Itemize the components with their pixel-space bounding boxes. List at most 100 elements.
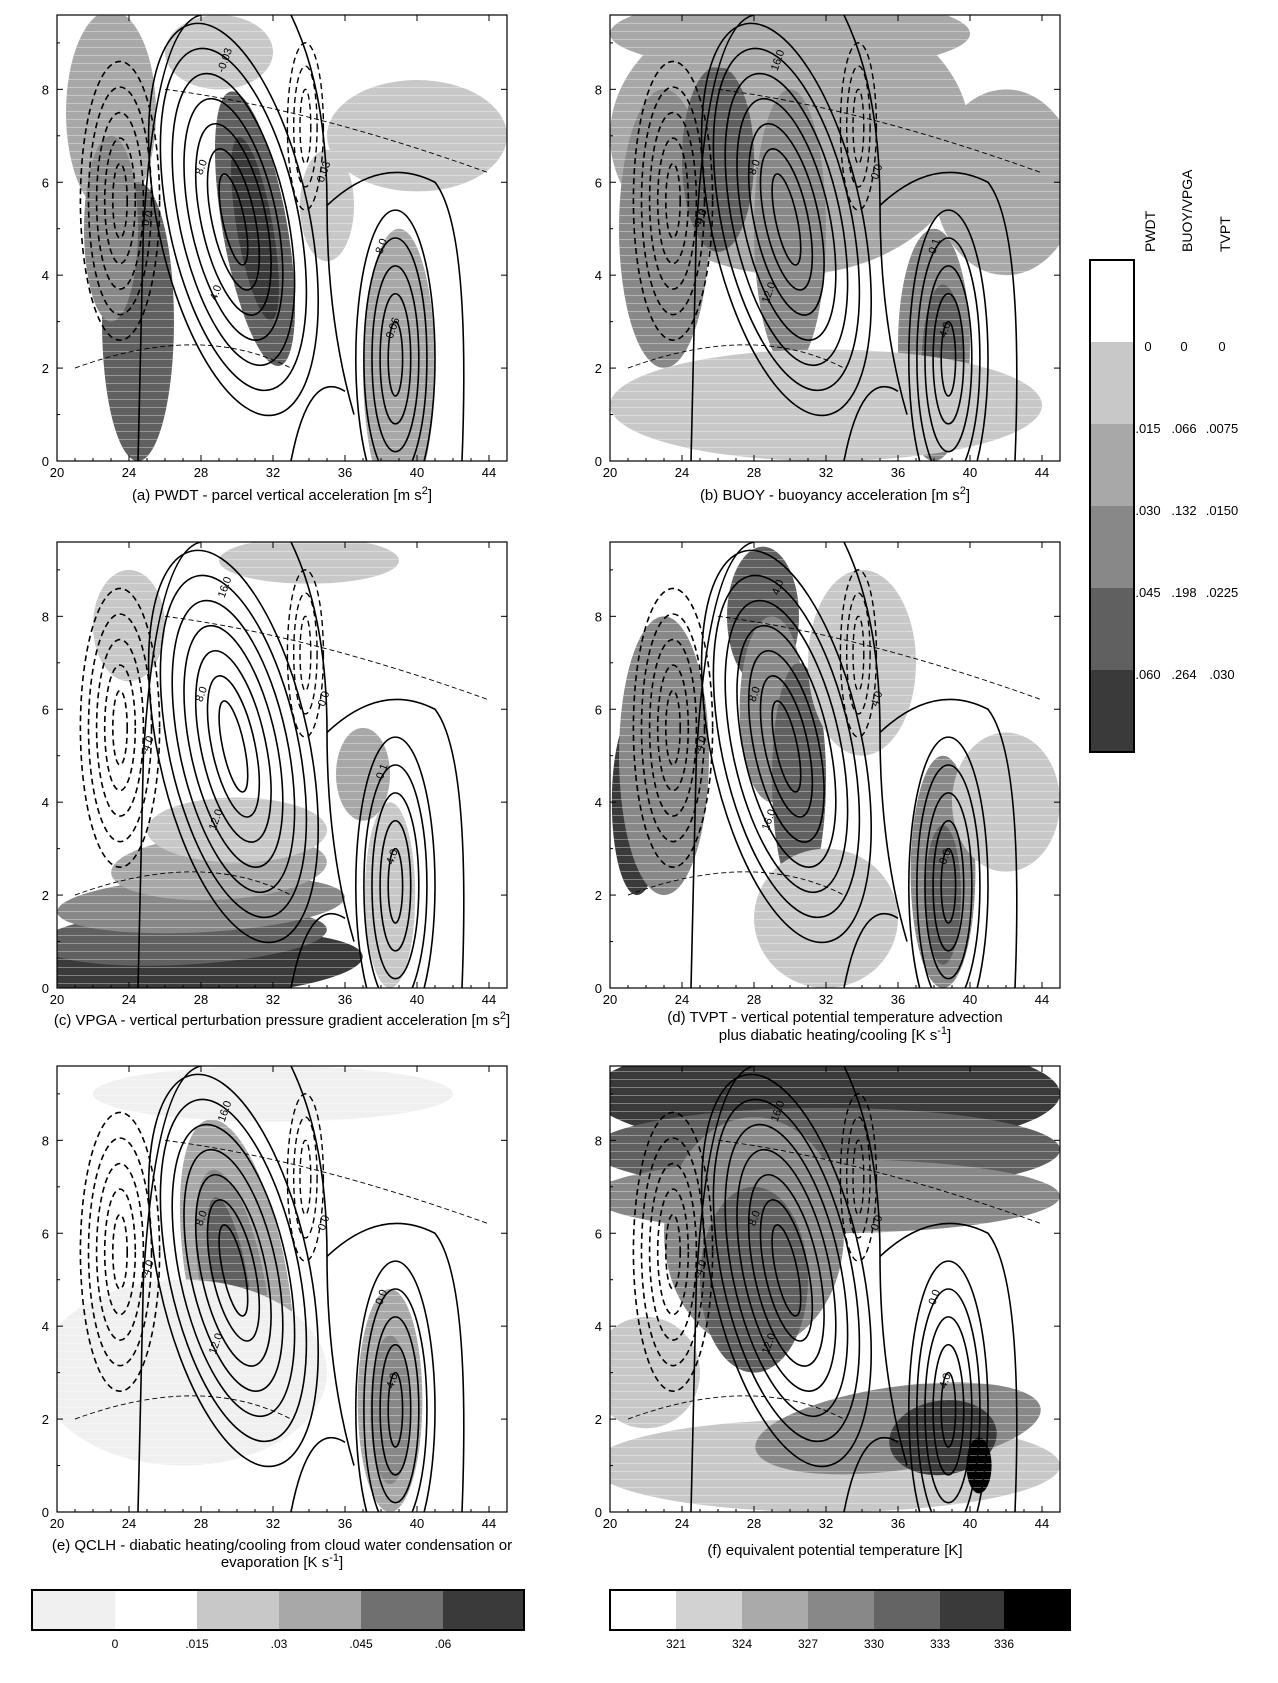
plot-frame xyxy=(609,14,1061,462)
legend-header-pwdt: PWDT xyxy=(1142,210,1158,252)
panel-caption: (c) VPGA - vertical perturbation pressur… xyxy=(54,1010,510,1029)
contour-line xyxy=(171,72,296,367)
contour-line xyxy=(771,173,802,266)
contour-line xyxy=(932,1343,965,1476)
colorbar-label: 327 xyxy=(798,1637,818,1651)
contour-line-dashed xyxy=(87,86,153,316)
plot-frame xyxy=(609,541,1061,989)
x-tick-label: 32 xyxy=(819,992,833,1007)
x-tick-label: 36 xyxy=(891,465,905,480)
contour-label: 0.0 xyxy=(140,209,157,227)
panel-c: -4.012.08.016.04.00.0-0.120 24 28 32 36 40 440… xyxy=(42,541,510,1029)
y-tick-label: 0 xyxy=(42,454,49,469)
legend-swatch-4 xyxy=(1091,588,1133,670)
contour-layer xyxy=(627,542,1043,988)
panel-caption: (e) QCLH - diabatic heating/cooling from… xyxy=(52,1537,512,1554)
panel-caption: (b) BUOY - buoyancy acceleration [m s2] xyxy=(700,485,970,504)
zero-contour xyxy=(137,1066,465,1512)
contour-line xyxy=(206,1199,261,1342)
shading-layer xyxy=(610,542,1060,988)
contour-line-thin xyxy=(627,1139,1043,1420)
y-tick-label: 2 xyxy=(42,1412,49,1427)
contour-line-dashed xyxy=(656,137,690,265)
x-tick-label: 20 xyxy=(50,1516,64,1531)
contour-line xyxy=(932,292,965,425)
colorbar-label: 321 xyxy=(666,1637,686,1651)
contour-line-dashed xyxy=(846,592,871,715)
y-tick-label: 0 xyxy=(42,1505,49,1520)
contour-line xyxy=(712,47,861,392)
legend-value: .0075 xyxy=(1206,421,1239,436)
contour-label: 4.0 xyxy=(770,578,787,596)
contour-label: 0.0 xyxy=(937,848,954,866)
contour-line-dashed xyxy=(656,1188,690,1316)
contour-line-dashed xyxy=(292,1116,318,1239)
contour-line-dashed xyxy=(79,1111,161,1393)
contour-line-thin xyxy=(627,615,1043,896)
contour-line xyxy=(387,320,404,397)
panel-b: -4.012.08.016.04.00.00.1-0.320 24 28 32 36 40… xyxy=(595,14,1061,504)
contour-line-dashed xyxy=(632,60,714,342)
colorbar-label: 324 xyxy=(732,1637,752,1651)
x-tick-label: 28 xyxy=(747,465,761,480)
legend-value: .015 xyxy=(1135,421,1160,436)
x-tick-label: 28 xyxy=(194,1516,208,1531)
panel-f: -4.012.08.016.04.00.00.020 24 28 32 36 40 4402… xyxy=(595,1065,1061,1559)
contour-line-dashed xyxy=(286,569,325,738)
contour-line xyxy=(147,22,320,417)
x-tick-label: 20 xyxy=(603,1516,617,1531)
contour-label: 0.0 xyxy=(869,163,886,181)
y-tick-label: 8 xyxy=(42,609,49,624)
plot-frame xyxy=(56,1065,508,1513)
x-tick-label: 28 xyxy=(747,992,761,1007)
contour-line-dashed xyxy=(648,638,698,817)
contour-label: 8.0 xyxy=(747,158,764,176)
contour-line-dashed xyxy=(839,569,878,738)
contour-line xyxy=(159,574,308,919)
contour-line xyxy=(363,764,428,988)
contour-label: 4.0 xyxy=(384,848,401,866)
y-tick-label: 4 xyxy=(595,268,602,283)
x-tick-label: 24 xyxy=(675,1516,689,1531)
contour-line xyxy=(908,1260,989,1512)
x-tick-label: 36 xyxy=(338,1516,352,1531)
x-tick-label: 36 xyxy=(891,1516,905,1531)
x-tick-label: 44 xyxy=(482,992,496,1007)
contour-layer xyxy=(74,1066,490,1512)
contour-line xyxy=(940,320,957,397)
contour-line xyxy=(171,1123,296,1418)
contour-label: 8.0 xyxy=(747,685,764,703)
y-tick-label: 2 xyxy=(595,888,602,903)
contour-line xyxy=(908,736,989,988)
y-tick-label: 6 xyxy=(595,702,602,717)
contour-line xyxy=(700,1073,873,1468)
y-tick-label: 4 xyxy=(42,795,49,810)
contour-line-dashed xyxy=(112,162,129,239)
plot-frame xyxy=(56,14,508,462)
contour-line xyxy=(194,122,272,316)
x-tick-label: 32 xyxy=(819,465,833,480)
panel-a: 0.04.08.0-0.03-0.060.038.020 24 28 32 36 40 44… xyxy=(42,14,508,504)
contour-line xyxy=(355,736,436,988)
x-tick-label: 24 xyxy=(675,465,689,480)
legend-value: .0150 xyxy=(1206,503,1239,518)
contour-line xyxy=(194,1173,272,1367)
colorbar-label: 333 xyxy=(930,1637,950,1651)
contour-line xyxy=(218,700,249,793)
contour-layer xyxy=(627,1066,1043,1512)
panel-d: -4.016.08.04.00.04.020 24 28 32 36 40 4402468(… xyxy=(595,541,1061,1044)
contour-line xyxy=(916,1288,981,1512)
contour-label: 8.0 xyxy=(747,1209,764,1227)
contour-line-dashed xyxy=(648,111,698,290)
contour-line xyxy=(712,1098,861,1443)
x-tick-label: 24 xyxy=(122,992,136,1007)
contour-layer xyxy=(627,15,1043,461)
contour-line-dashed xyxy=(95,638,145,817)
contour-line xyxy=(387,1371,404,1448)
legend-value: .066 xyxy=(1171,421,1196,436)
zero-contour xyxy=(137,15,465,461)
shading-layer xyxy=(57,1066,507,1512)
contour-label: 0.0 xyxy=(316,690,333,708)
contour-line-thin xyxy=(627,88,1043,369)
panel-caption-line2: plus diabatic heating/cooling [K s-1] xyxy=(719,1025,951,1044)
